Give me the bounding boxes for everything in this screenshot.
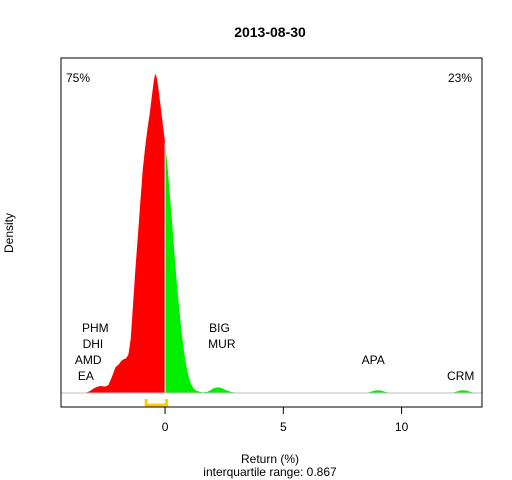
iqr-subtitle: interquartile range: 0.867 bbox=[203, 465, 337, 479]
negative-share-label: 75% bbox=[66, 71, 90, 85]
ticker-label: EA bbox=[78, 369, 94, 383]
x-axis: 0 5 10 bbox=[162, 406, 409, 434]
positive-share-label: 23% bbox=[448, 71, 472, 85]
ticker-label: APA bbox=[362, 353, 385, 367]
chart-title: 2013-08-30 bbox=[234, 24, 306, 40]
x-tick-label: 0 bbox=[162, 420, 169, 434]
plot-frame bbox=[60, 57, 483, 408]
ticker-label: AMD bbox=[75, 353, 102, 367]
ticker-label: MUR bbox=[208, 337, 236, 351]
positive-density-area bbox=[366, 390, 390, 393]
ticker-annotations: PHM DHI AMD EA BIG MUR APA CRM bbox=[75, 321, 475, 383]
ticker-label: PHM bbox=[82, 321, 109, 335]
positive-density-area bbox=[165, 142, 244, 393]
iqr-bracket-mark bbox=[144, 399, 169, 407]
density-layer bbox=[84, 73, 475, 394]
ticker-label: DHI bbox=[83, 337, 104, 351]
negative-density-area bbox=[84, 73, 166, 394]
x-axis-label: Return (%) bbox=[241, 452, 299, 466]
x-tick-label: 10 bbox=[395, 420, 409, 434]
iqr-bracket bbox=[144, 399, 169, 407]
y-axis-label: Density bbox=[2, 213, 16, 253]
ticker-label: CRM bbox=[447, 369, 474, 383]
positive-density-area bbox=[451, 390, 475, 393]
ticker-label: BIG bbox=[209, 321, 230, 335]
x-tick-label: 5 bbox=[280, 420, 287, 434]
